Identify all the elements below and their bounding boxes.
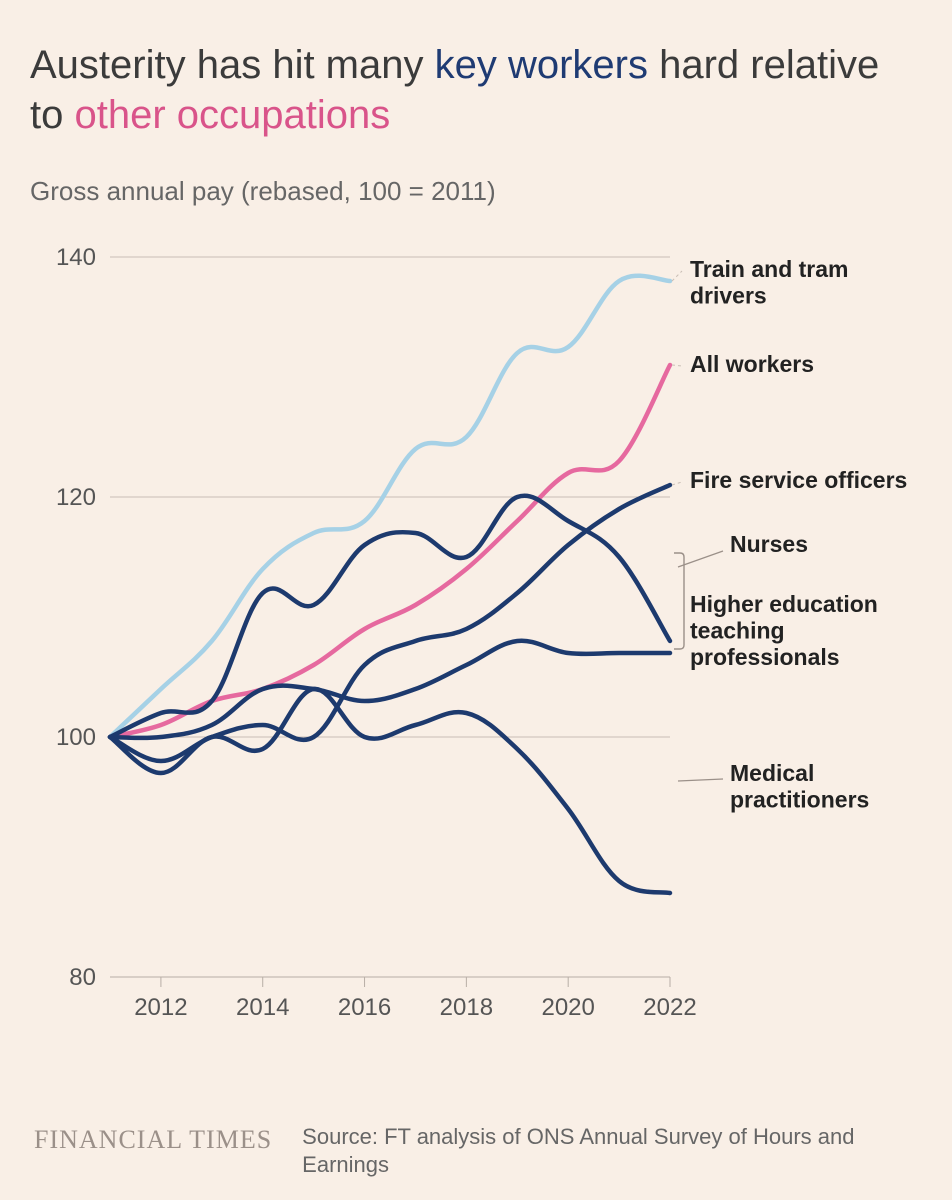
series-label-nurses: Nurses	[730, 531, 808, 557]
label-connector	[672, 365, 682, 366]
chart-footer: FINANCIAL TIMES Source: FT analysis of O…	[30, 1103, 922, 1180]
series-train	[110, 276, 670, 737]
series-he	[110, 641, 670, 738]
series-label-all: All workers	[690, 351, 814, 377]
x-tick-label: 2020	[541, 994, 594, 1021]
chart-title: Austerity has hit many key workers hard …	[30, 40, 922, 140]
label-connector	[672, 482, 682, 485]
x-tick-label: 2014	[236, 994, 289, 1021]
series-label-train: Train and tramdrivers	[690, 256, 848, 308]
series-fire	[110, 485, 670, 761]
title-key-workers: key workers	[435, 43, 648, 87]
title-other-occupations: other occupations	[74, 93, 390, 137]
series-label-he: Higher educationteachingprofessionals	[690, 591, 878, 670]
x-tick-label: 2018	[440, 994, 493, 1021]
chart-area: 80 100 120 140 2012 2014 2016 2018 2020 2022 Train…	[30, 217, 922, 1103]
x-tick-label: 2016	[338, 994, 391, 1021]
title-pre: Austerity has hit many	[30, 43, 435, 87]
brand-logo-text: FINANCIAL TIMES	[34, 1123, 272, 1155]
chart-subtitle: Gross annual pay (rebased, 100 = 2011)	[30, 176, 922, 207]
chart-container: Austerity has hit many key workers hard …	[0, 0, 952, 1200]
series-label-fire: Fire service officers	[690, 467, 907, 493]
y-tick-label: 100	[56, 724, 96, 751]
y-tick-label: 120	[56, 484, 96, 511]
bracket	[674, 553, 684, 649]
series-label-med: Medicalpractitioners	[730, 760, 869, 812]
series-all	[110, 365, 670, 737]
source-text: Source: FT analysis of ONS Annual Survey…	[302, 1123, 922, 1180]
line-chart-svg: 80 100 120 140 2012 2014 2016 2018 2020 2022 Train…	[30, 217, 922, 1037]
leader-line	[678, 779, 723, 781]
series-med	[110, 689, 670, 893]
y-tick-label: 80	[69, 964, 96, 991]
label-connector	[672, 271, 682, 281]
x-tick-label: 2012	[134, 994, 187, 1021]
y-tick-label: 140	[56, 244, 96, 271]
x-tick-label: 2022	[643, 994, 696, 1021]
leader-line	[678, 551, 723, 567]
